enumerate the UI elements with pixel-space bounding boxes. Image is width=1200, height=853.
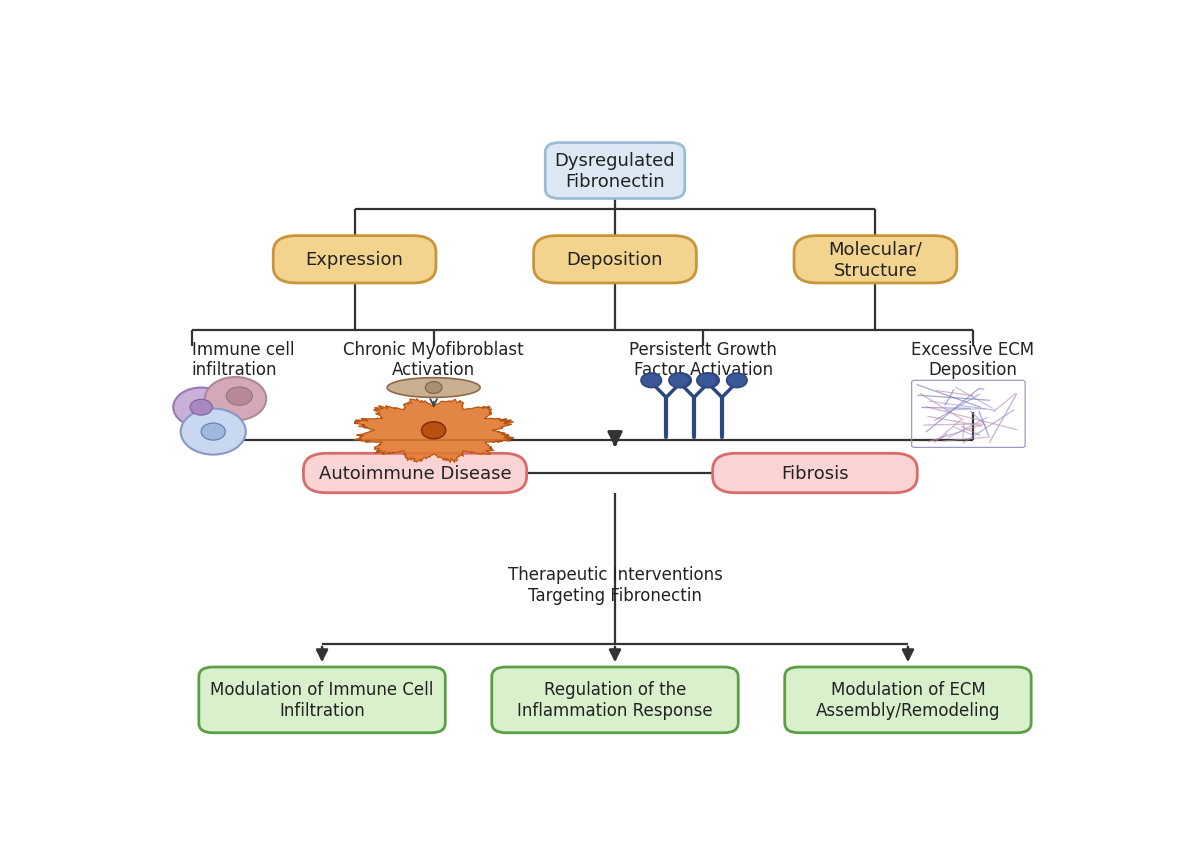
Text: Deposition: Deposition [566,251,664,269]
FancyBboxPatch shape [545,143,685,200]
FancyBboxPatch shape [199,667,445,733]
Text: Immune cell
infiltration: Immune cell infiltration [192,340,294,379]
Text: Therapeutic Interventions
Targeting Fibronectin: Therapeutic Interventions Targeting Fibr… [508,566,722,604]
Text: Expression: Expression [306,251,403,269]
Circle shape [205,378,266,421]
Text: Modulation of Immune Cell
Infiltration: Modulation of Immune Cell Infiltration [210,681,433,719]
Text: Persistent Growth
Factor Activation: Persistent Growth Factor Activation [630,340,778,379]
Circle shape [697,374,718,388]
FancyBboxPatch shape [534,236,696,284]
Circle shape [668,374,690,388]
Circle shape [227,387,252,406]
Text: Modulation of ECM
Assembly/Remodeling: Modulation of ECM Assembly/Remodeling [816,681,1001,719]
Text: Excessive ECM
Deposition: Excessive ECM Deposition [912,340,1034,379]
FancyBboxPatch shape [274,236,436,284]
Circle shape [202,424,226,441]
Circle shape [425,382,442,394]
FancyBboxPatch shape [492,667,738,733]
Text: Molecular/
Structure: Molecular/ Structure [828,241,923,280]
Text: Autoimmune Disease: Autoimmune Disease [319,465,511,483]
Text: Chronic Myofibroblast
Activation: Chronic Myofibroblast Activation [343,340,524,379]
Circle shape [698,374,719,388]
Circle shape [641,374,661,388]
Polygon shape [354,399,514,463]
Text: Fibrosis: Fibrosis [781,465,848,483]
Circle shape [190,400,212,415]
FancyBboxPatch shape [785,667,1031,733]
Circle shape [173,388,229,427]
FancyBboxPatch shape [713,454,917,493]
FancyBboxPatch shape [794,236,956,284]
FancyBboxPatch shape [304,454,527,493]
Circle shape [671,374,691,388]
Text: Regulation of the
Inflammation Response: Regulation of the Inflammation Response [517,681,713,719]
Circle shape [727,374,748,388]
Ellipse shape [388,378,480,397]
Circle shape [421,422,445,439]
Text: Dysregulated
Fibronectin: Dysregulated Fibronectin [554,152,676,191]
Circle shape [181,409,246,455]
